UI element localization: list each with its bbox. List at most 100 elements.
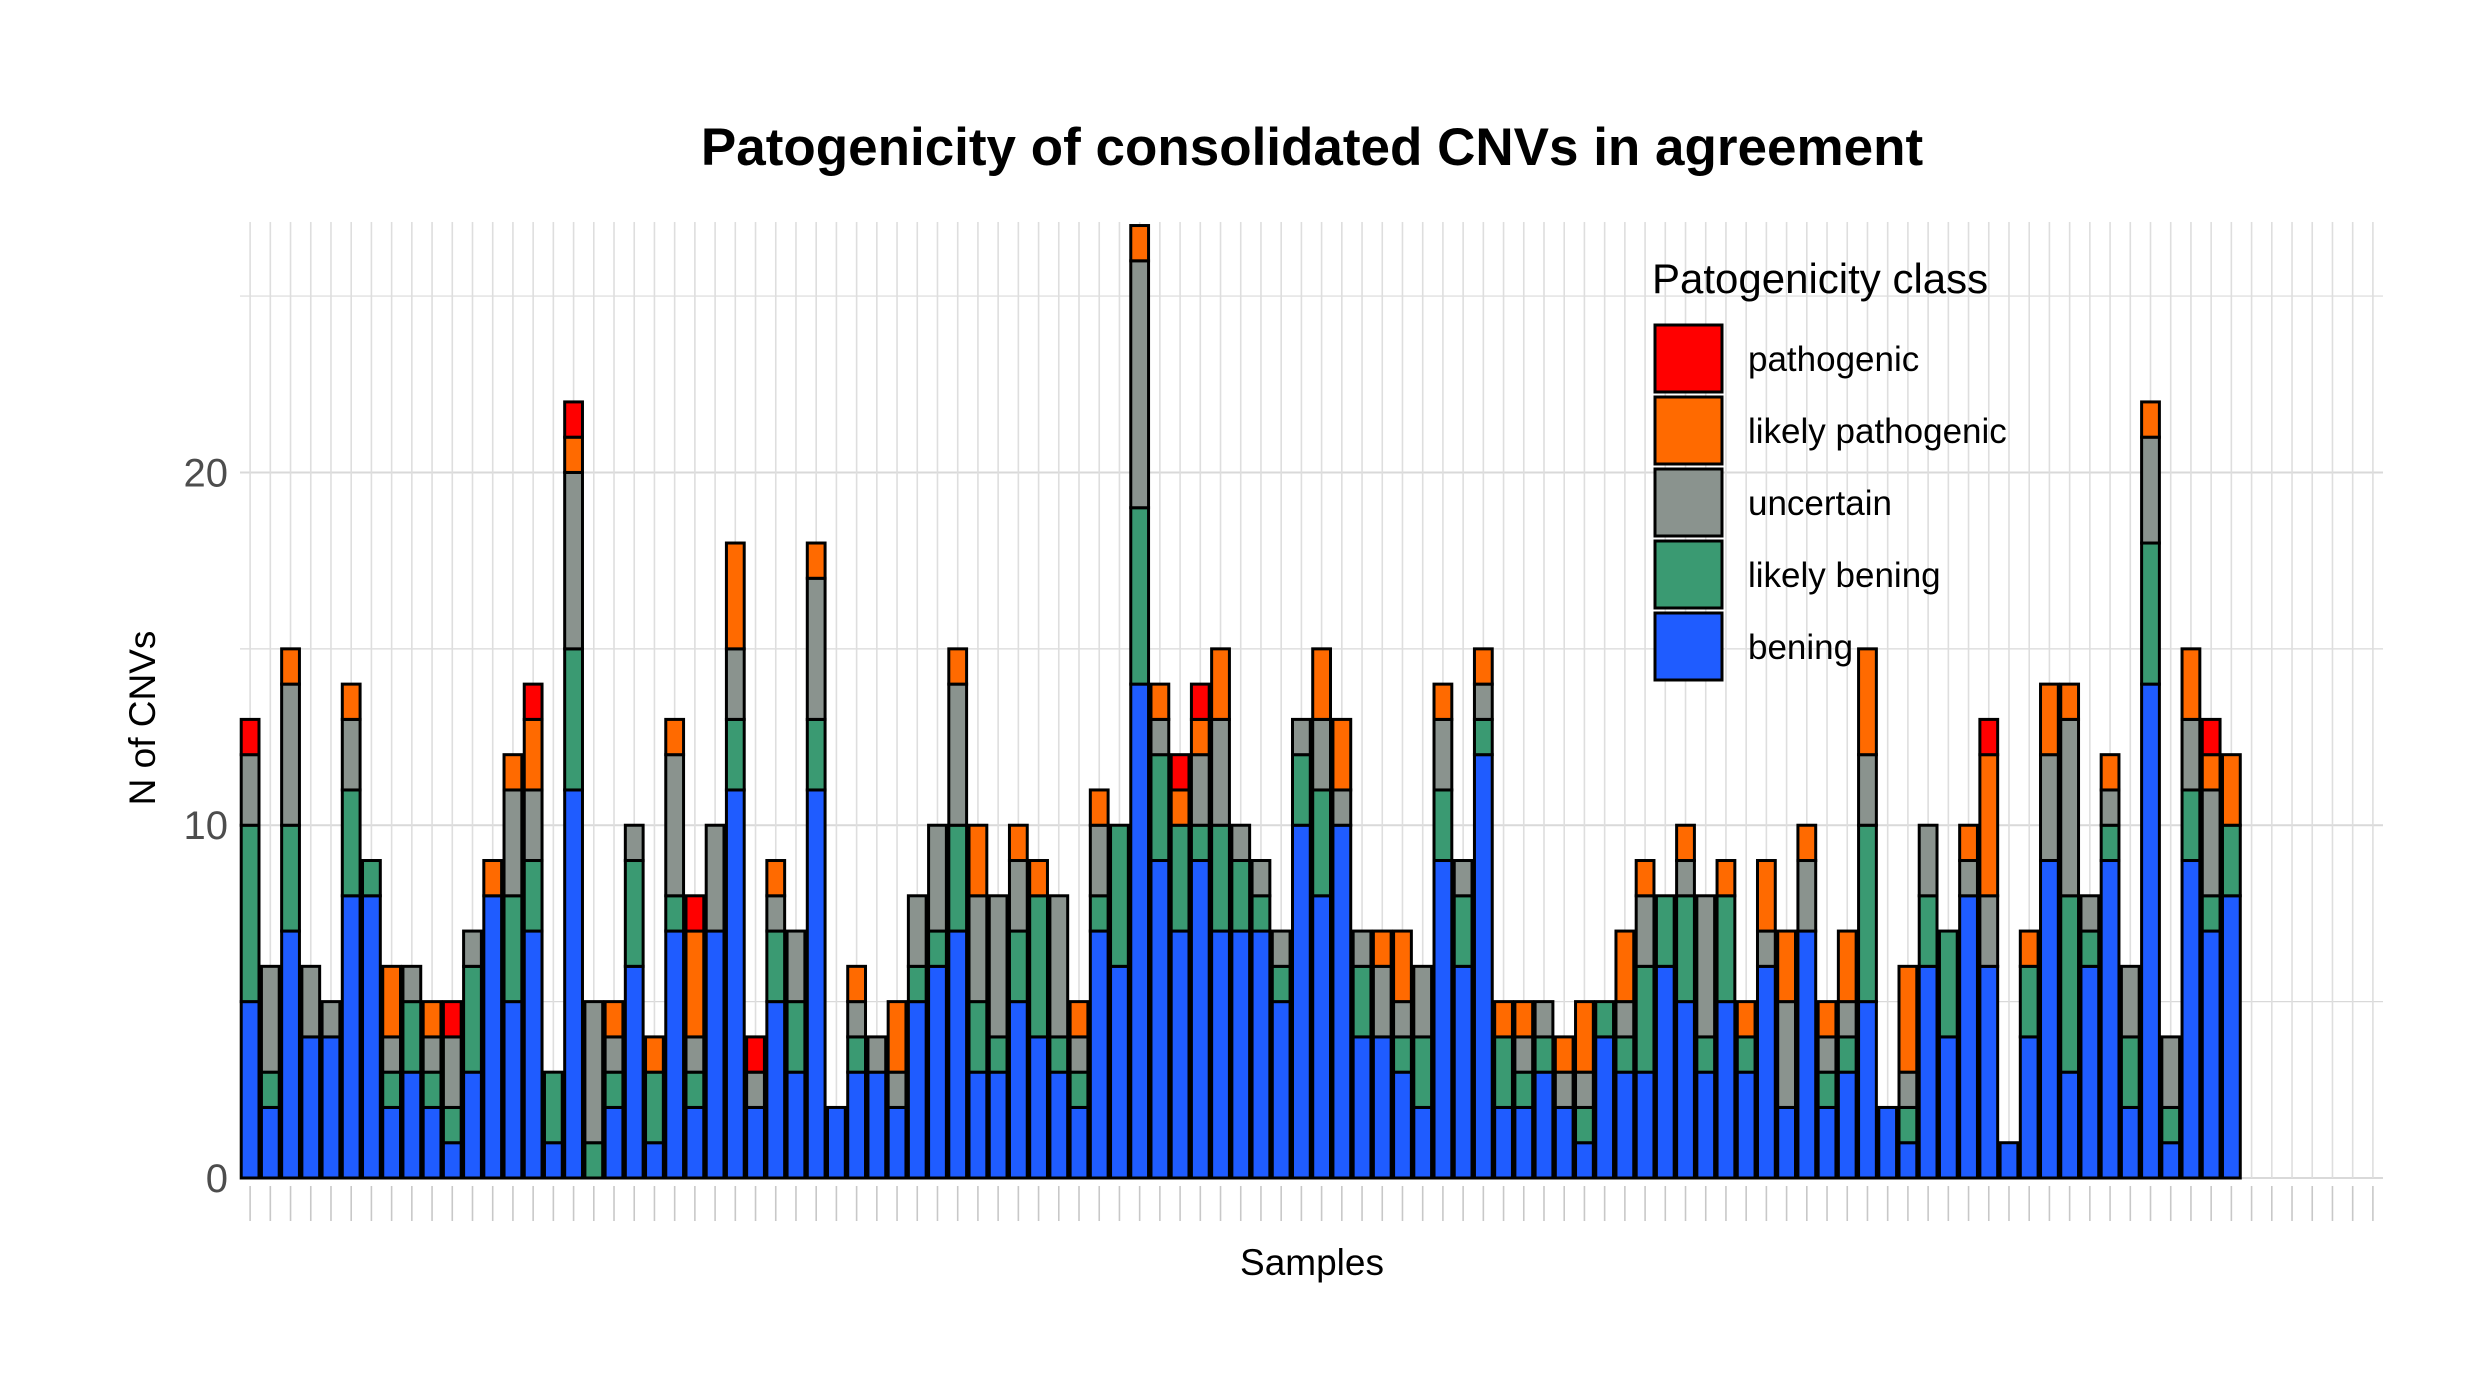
bar-segment-likely-pathogenic bbox=[765, 859, 787, 898]
bar-segment-uncertain bbox=[1634, 894, 1656, 968]
legend-key-bening bbox=[1653, 611, 1724, 682]
bar-segment-pathogenic bbox=[563, 400, 584, 439]
bars bbox=[239, 224, 2242, 1180]
bar-segment-bening bbox=[603, 1105, 625, 1180]
bar-segment-bening bbox=[724, 788, 746, 1180]
bar-segment-uncertain bbox=[1917, 823, 1939, 898]
bar-segment-likely-bening bbox=[603, 1070, 625, 1109]
bar-segment-uncertain bbox=[1513, 1035, 1535, 1074]
bar-segment-likely-bening bbox=[2180, 788, 2202, 863]
bar-segment-likely-pathogenic bbox=[1675, 823, 1696, 863]
bar-segment-uncertain bbox=[2180, 717, 2202, 792]
bar-segment-likely-pathogenic bbox=[1210, 647, 1231, 721]
bar-segment-likely-pathogenic bbox=[1129, 224, 1151, 263]
bar-segment-bening bbox=[1755, 964, 1777, 1180]
bar-segment-uncertain bbox=[1574, 1070, 1595, 1109]
bar-segment-pathogenic bbox=[522, 682, 544, 721]
bar-segment-uncertain bbox=[1472, 682, 1494, 721]
bar-segment-likely-bening bbox=[1392, 1035, 1413, 1074]
bar-segment-likely-bening bbox=[2059, 894, 2081, 1074]
bar-segment-likely-bening bbox=[2200, 894, 2222, 933]
bar-segment-likely-bening bbox=[1816, 1070, 1838, 1109]
bar-segment-bening bbox=[1371, 1035, 1393, 1180]
bar-segment-uncertain bbox=[785, 929, 807, 1004]
y-axis-title: N of CNVs bbox=[122, 631, 163, 806]
bar-segment-bening bbox=[421, 1105, 443, 1180]
bar-segment-likely-bening bbox=[947, 823, 969, 933]
bar-segment-likely-bening bbox=[1048, 1035, 1070, 1074]
bar-segment-uncertain bbox=[1675, 859, 1696, 898]
bar-segment-bening bbox=[1392, 1070, 1413, 1180]
bar-segment-uncertain bbox=[724, 647, 746, 721]
bar-segment-uncertain bbox=[906, 894, 928, 968]
bar-segment-bening bbox=[684, 1105, 706, 1180]
bar-segment-likely-pathogenic bbox=[1472, 647, 1494, 686]
bar-segment-bening bbox=[1028, 1035, 1049, 1180]
bar-segment-likely-pathogenic bbox=[846, 964, 868, 1004]
bar-segment-bening bbox=[2059, 1070, 2081, 1180]
bar-segment-bening bbox=[1210, 929, 1231, 1180]
bar-segment-likely-pathogenic bbox=[1776, 929, 1797, 1004]
bar-segment-likely-bening bbox=[502, 894, 524, 1004]
bar-segment-likely-bening bbox=[2018, 964, 2040, 1039]
bar-segment-likely-bening bbox=[1735, 1035, 1757, 1074]
legend-label: bening bbox=[1748, 628, 1853, 667]
bar-segment-likely-bening bbox=[1533, 1035, 1555, 1074]
bar-segment-uncertain bbox=[1452, 859, 1474, 898]
bar-segment-bening bbox=[745, 1105, 766, 1180]
bar-segment-bening bbox=[1068, 1105, 1090, 1180]
bar-segment-bening bbox=[1250, 929, 1272, 1180]
bar-segment-uncertain bbox=[866, 1035, 888, 1074]
bar-segment-likely-bening bbox=[664, 894, 686, 933]
bar-segment-likely-pathogenic bbox=[1149, 682, 1171, 721]
bar-segment-uncertain bbox=[280, 682, 301, 827]
bar-segment-bening bbox=[1129, 682, 1151, 1180]
bar-segment-uncertain bbox=[1978, 894, 2000, 968]
bar-segment-likely-pathogenic bbox=[2039, 682, 2060, 757]
legend-key-likely-pathogenic bbox=[1653, 395, 1724, 466]
bar-segment-uncertain bbox=[1432, 717, 1454, 792]
bar-segment-uncertain bbox=[462, 929, 483, 968]
bar-segment-uncertain bbox=[1290, 717, 1312, 757]
bar-segment-bening bbox=[1270, 1000, 1292, 1180]
bar-segment-uncertain bbox=[2140, 435, 2161, 545]
bar-segment-pathogenic bbox=[1189, 682, 1211, 721]
bar-segment-bening bbox=[623, 964, 645, 1180]
bar-segment-likely-pathogenic bbox=[1169, 788, 1191, 827]
bar-segment-uncertain bbox=[1250, 859, 1272, 898]
bar-segment-likely-pathogenic bbox=[1634, 859, 1656, 898]
bar-segment-bening bbox=[704, 929, 726, 1180]
bar-segment-uncertain bbox=[1816, 1035, 1838, 1074]
bar-segment-bening bbox=[2099, 859, 2121, 1180]
bar-segment-likely-bening bbox=[1897, 1105, 1919, 1145]
bar-segment-likely-bening bbox=[280, 823, 301, 933]
bar-segment-uncertain bbox=[1351, 929, 1373, 968]
bar-segment-bening bbox=[1978, 964, 2000, 1180]
bar-segment-uncertain bbox=[1088, 823, 1110, 898]
bar-segment-pathogenic bbox=[1169, 753, 1191, 792]
bar-segment-likely-pathogenic bbox=[1715, 859, 1737, 898]
bar-segment-bening bbox=[2180, 859, 2202, 1180]
bar-segment-likely-bening bbox=[1169, 823, 1191, 933]
bar-segment-likely-pathogenic bbox=[482, 859, 504, 898]
bar-segment-likely-bening bbox=[441, 1105, 463, 1145]
bar-segment-bening bbox=[765, 1000, 787, 1180]
bar-segment-bening bbox=[441, 1141, 463, 1180]
bar-segment-bening bbox=[1230, 929, 1252, 1180]
bar-segment-likely-bening bbox=[563, 647, 584, 792]
bar-segment-bening bbox=[1331, 823, 1353, 1180]
bar-segment-likely-pathogenic bbox=[1311, 647, 1333, 721]
bar-segment-likely-bening bbox=[967, 1000, 989, 1074]
bar-segment-likely-bening bbox=[381, 1070, 403, 1109]
bar-segment-uncertain bbox=[765, 894, 787, 933]
bar-segment-likely-bening bbox=[1351, 964, 1373, 1039]
bar-segment-likely-bening bbox=[1068, 1070, 1090, 1109]
bar-segment-likely-pathogenic bbox=[1371, 929, 1393, 968]
bar-segment-likely-bening bbox=[1189, 823, 1211, 863]
bar-segment-uncertain bbox=[2119, 964, 2141, 1039]
bar-segment-likely-bening bbox=[1614, 1035, 1636, 1074]
bar-segment-bening bbox=[2039, 859, 2060, 1180]
bar-segment-likely-bening bbox=[1917, 894, 1939, 968]
bar-segment-uncertain bbox=[340, 717, 362, 792]
